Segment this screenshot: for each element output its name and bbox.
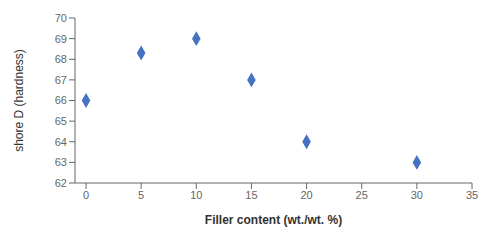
svg-text:35: 35 (466, 189, 478, 201)
svg-text:30: 30 (411, 189, 423, 201)
svg-text:15: 15 (245, 189, 257, 201)
svg-text:0: 0 (83, 189, 89, 201)
svg-text:64: 64 (55, 136, 67, 148)
svg-text:67: 67 (55, 74, 67, 86)
svg-text:63: 63 (55, 156, 67, 168)
svg-text:5: 5 (138, 189, 144, 201)
svg-text:65: 65 (55, 115, 67, 127)
svg-text:69: 69 (55, 33, 67, 45)
svg-text:25: 25 (356, 189, 368, 201)
svg-text:20: 20 (300, 189, 312, 201)
svg-text:62: 62 (55, 177, 67, 189)
svg-text:10: 10 (190, 189, 202, 201)
svg-text:68: 68 (55, 53, 67, 65)
svg-text:70: 70 (55, 12, 67, 24)
svg-text:66: 66 (55, 94, 67, 106)
svg-text:shore D (hardness): shore D (hardness) (12, 49, 26, 152)
svg-text:Filler content (wt./wt. %): Filler content (wt./wt. %) (205, 213, 342, 227)
